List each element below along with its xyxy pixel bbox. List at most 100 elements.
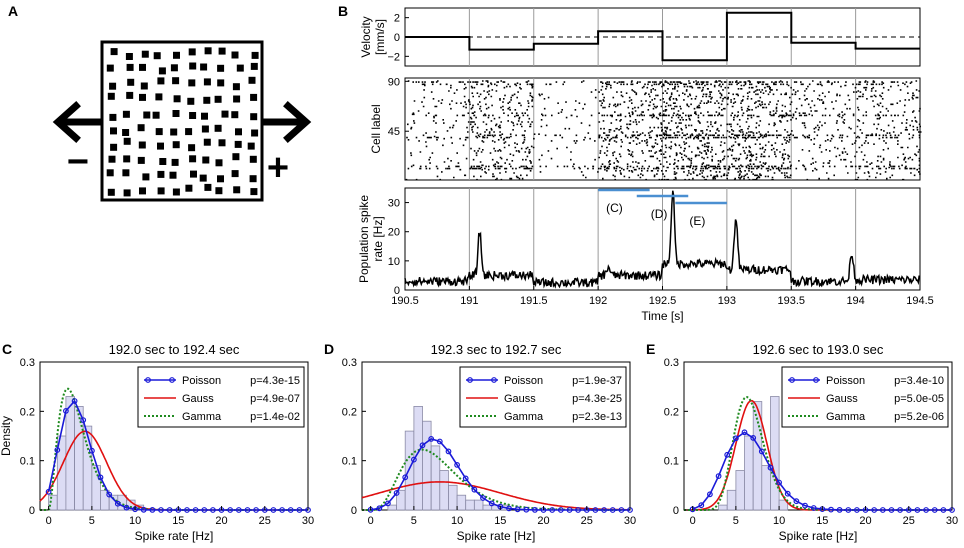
dot <box>217 175 224 183</box>
histogram-title: 192.0 sec to 192.4 sec <box>109 342 240 357</box>
poisson-marker <box>419 442 426 449</box>
poisson-marker <box>393 490 400 496</box>
poisson-marker <box>158 507 164 513</box>
histogram-y-tick-label: 0.1 <box>20 456 35 468</box>
dot <box>123 189 131 197</box>
dot <box>172 188 180 196</box>
dot <box>204 183 212 191</box>
dot <box>171 158 179 166</box>
poisson-marker <box>149 507 156 513</box>
dot <box>217 64 225 72</box>
population-x-tick-label: 194.5 <box>906 295 934 307</box>
dot <box>185 128 193 136</box>
histogram-x-label: Spike rate [Hz] <box>779 529 858 543</box>
population-y-tick-label: 30 <box>388 198 400 210</box>
dot <box>232 83 240 91</box>
poisson-marker <box>184 507 190 513</box>
poisson-marker <box>114 500 121 507</box>
poisson-marker <box>845 507 852 513</box>
poisson-marker <box>244 507 251 513</box>
poisson-marker <box>54 447 61 453</box>
poisson-marker <box>506 505 512 512</box>
histogram-y-tick-label: 0.2 <box>664 406 679 418</box>
poisson-marker <box>715 473 722 480</box>
poisson-marker <box>724 451 731 458</box>
velocity-y-tick-label: 0 <box>394 32 400 44</box>
dot <box>218 47 226 55</box>
poisson-marker <box>592 507 599 513</box>
dot <box>203 138 211 146</box>
spike-raster-dots <box>405 80 922 181</box>
poisson-marker <box>454 462 461 468</box>
poisson-marker <box>445 448 452 455</box>
poisson-legend-marker <box>789 377 795 383</box>
dot <box>143 111 151 119</box>
histogram-y-tick-label: 0.2 <box>342 406 357 418</box>
histogram-x-label: Spike rate [Hz] <box>457 529 536 543</box>
dot <box>217 79 225 87</box>
dot <box>221 110 229 118</box>
dot <box>109 82 117 90</box>
histogram-bar <box>735 470 745 511</box>
poisson-marker <box>80 417 87 424</box>
dot <box>157 187 165 195</box>
poisson-marker <box>750 435 757 441</box>
dot <box>127 78 135 86</box>
dot <box>250 188 258 196</box>
dot <box>199 174 207 182</box>
poisson-legend-marker <box>813 377 819 383</box>
dot <box>203 96 211 104</box>
dot <box>139 63 146 71</box>
legend-gamma-name: Gamma <box>826 411 866 423</box>
dot <box>110 48 118 56</box>
dot <box>123 155 131 163</box>
population-x-tick-label: 192.5 <box>649 295 677 307</box>
poisson-marker <box>741 429 748 436</box>
poisson-marker <box>828 506 834 513</box>
poisson-marker <box>776 479 782 486</box>
panel-d-letter: D <box>324 341 334 357</box>
dot <box>249 155 257 163</box>
population-y-label-unit: rate [Hz] <box>371 216 385 261</box>
dot <box>155 128 163 136</box>
poisson-marker <box>802 502 808 509</box>
analysis-window-label: (D) <box>651 207 668 221</box>
dot <box>107 92 115 100</box>
dot <box>235 128 242 136</box>
histogram-x-tick-label: 10 <box>773 515 785 527</box>
poisson-marker <box>123 504 130 511</box>
histogram-y-tick-label: 0.1 <box>342 456 357 468</box>
dot <box>232 153 240 161</box>
histogram-bar <box>82 425 93 511</box>
legend-poisson-name: Poisson <box>826 375 865 387</box>
poisson-marker <box>71 398 78 404</box>
poisson-marker <box>279 507 286 513</box>
velocity-y-label: Velocity <box>359 16 373 57</box>
poisson-marker <box>270 507 277 513</box>
poisson-marker <box>836 507 843 513</box>
raster-y-tick-label: 90 <box>388 76 400 88</box>
histogram-x-label: Spike rate [Hz] <box>135 529 214 543</box>
poisson-marker <box>931 507 938 513</box>
poisson-marker <box>411 456 417 463</box>
histogram-y-tick-label: 0.2 <box>20 406 35 418</box>
histogram-bar <box>439 470 449 511</box>
poisson-marker <box>566 507 573 513</box>
dot <box>122 169 130 177</box>
poisson-marker <box>871 507 878 513</box>
poisson-marker <box>166 507 173 513</box>
histogram-bar <box>770 396 780 511</box>
legend-poisson-pvalue: p=1.9e-37 <box>572 375 622 387</box>
population-y-tick-label: 10 <box>388 256 400 268</box>
histogram-bar <box>404 430 415 511</box>
histogram-x-tick-label: 5 <box>733 515 739 527</box>
legend-gauss-name: Gauss <box>182 393 214 405</box>
histogram-y-tick-label: 0 <box>29 505 35 517</box>
dot <box>140 82 148 90</box>
velocity-y-tick-label: 2 <box>394 13 400 25</box>
dot <box>189 112 197 119</box>
dot <box>139 93 146 101</box>
poisson-marker <box>854 507 860 513</box>
population-x-tick-label: 193 <box>718 295 736 307</box>
histogram-x-tick-label: 25 <box>903 515 915 527</box>
